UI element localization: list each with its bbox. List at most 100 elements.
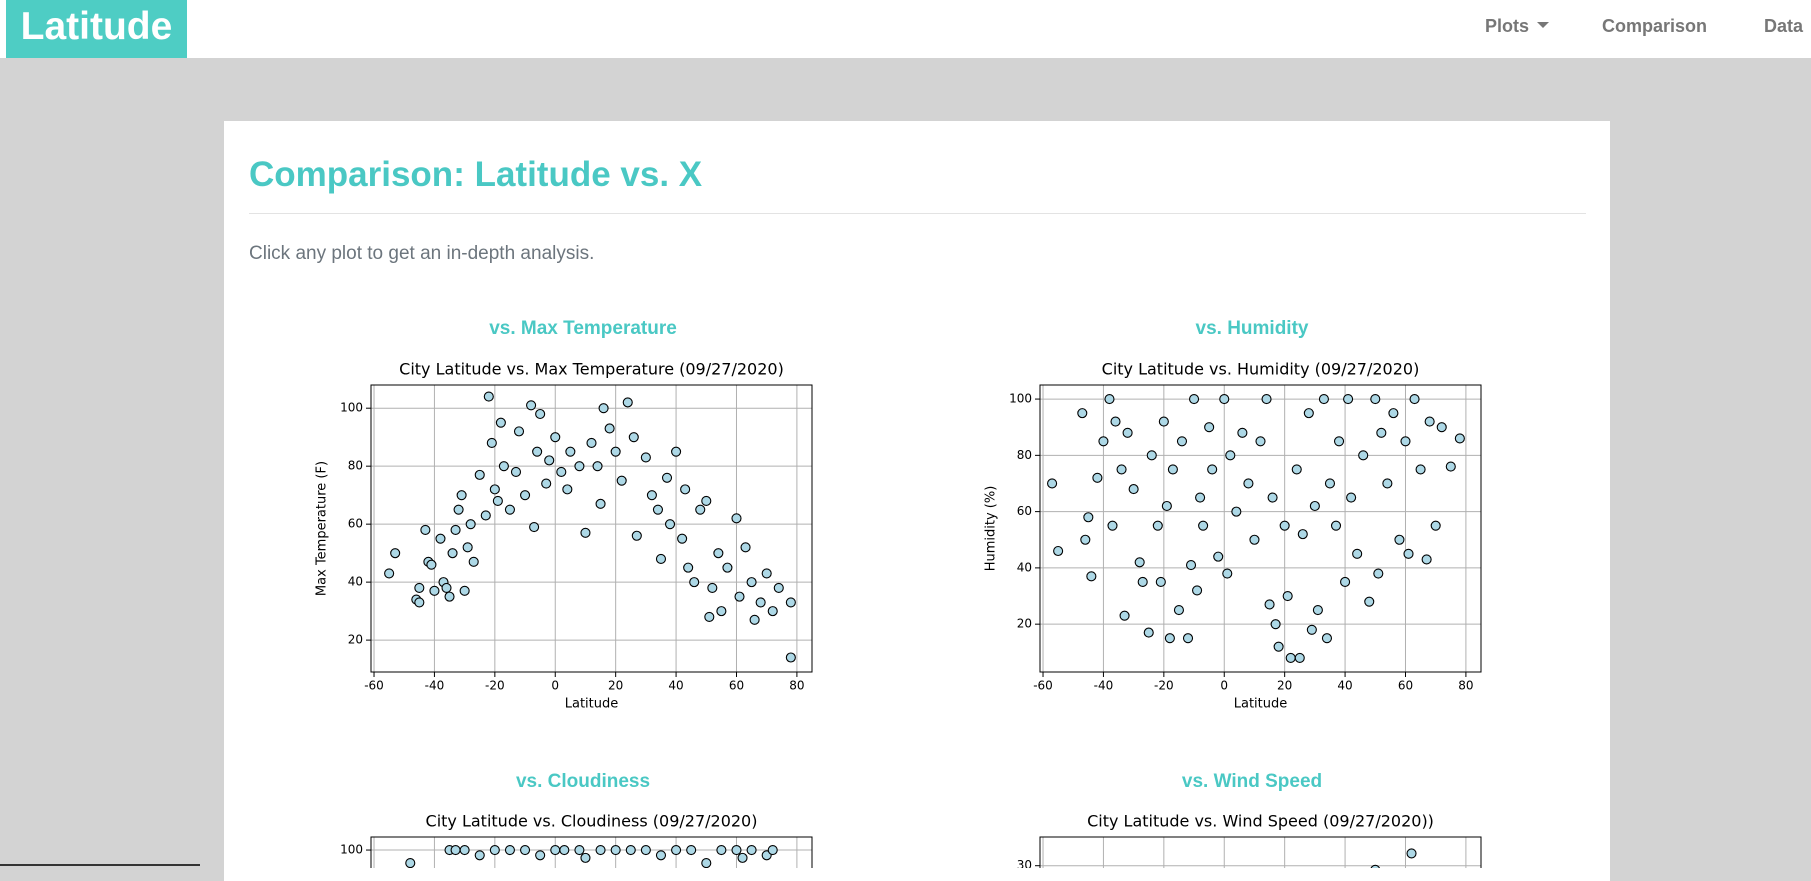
point — [450, 844, 461, 856]
nav-link[interactable]: Plots — [1485, 16, 1530, 36]
plot-heading: vs. Humidity — [1195, 318, 1309, 339]
nav-dropdown[interactable]: Plots — [1485, 16, 1550, 37]
nav-link[interactable]: Comparison — [1602, 16, 1708, 36]
point — [441, 582, 452, 593]
chart[interactable]: City Latitude vs. Humidity (09/27/2020) -… — [984, 360, 1482, 712]
point — [1340, 576, 1351, 588]
point — [453, 504, 464, 515]
point — [610, 446, 621, 457]
chart[interactable]: City Latitude vs. Max Temperature (09/27… — [315, 360, 813, 712]
navbar: Latitude Plots Comparison Data — [0, 0, 1811, 58]
nav-link[interactable]: Data — [1764, 16, 1804, 36]
x-tick-label: 80 — [789, 679, 804, 693]
point — [622, 397, 633, 408]
point — [701, 495, 712, 507]
point — [604, 423, 615, 434]
point — [1376, 427, 1387, 438]
brand[interactable]: Latitude — [6, 0, 187, 58]
point — [655, 850, 667, 861]
point — [1330, 520, 1342, 531]
y-tick-label: 80 — [348, 459, 363, 473]
point — [1424, 416, 1435, 427]
point — [628, 432, 639, 443]
x-axis-label: Latitude — [565, 697, 619, 712]
point — [468, 556, 479, 567]
point — [598, 403, 609, 414]
point — [1352, 548, 1363, 559]
chart[interactable]: City Latitude vs. Wind Speed (09/27/2020… — [1017, 812, 1482, 869]
y-tick-label: 60 — [348, 517, 363, 531]
point — [1192, 585, 1203, 596]
point — [1158, 416, 1169, 427]
point — [1312, 605, 1323, 616]
point — [465, 519, 476, 530]
point — [504, 504, 515, 515]
point — [722, 562, 733, 573]
point — [1173, 605, 1184, 616]
y-tick-label: 20 — [1017, 617, 1032, 631]
point — [1318, 394, 1329, 405]
point — [1306, 624, 1317, 635]
point — [646, 490, 657, 501]
point — [1198, 520, 1209, 531]
point — [689, 577, 700, 588]
point — [519, 844, 531, 856]
point — [1167, 464, 1178, 475]
point — [686, 844, 697, 856]
x-tick-label: -60 — [364, 679, 384, 693]
plot-frame — [1039, 836, 1482, 868]
point — [1261, 394, 1272, 405]
point — [474, 850, 485, 861]
point — [1047, 478, 1058, 489]
point — [1403, 548, 1414, 559]
scrollbar — [0, 864, 200, 866]
chart[interactable]: City Latitude vs. Cloudiness (09/27/2020… — [340, 812, 813, 869]
x-tick-label: 60 — [1398, 679, 1413, 693]
point — [1303, 408, 1314, 419]
point — [1231, 506, 1242, 517]
x-tick-label: 60 — [729, 679, 744, 693]
y-tick-label: 30 — [1017, 858, 1032, 868]
point — [767, 844, 778, 856]
point — [1161, 500, 1172, 512]
point — [480, 510, 491, 521]
point — [489, 844, 500, 856]
point — [731, 513, 742, 524]
x-tick-label: 40 — [1337, 679, 1352, 693]
point — [749, 614, 760, 625]
point — [1249, 534, 1260, 545]
point — [625, 844, 636, 856]
point — [550, 432, 561, 443]
point — [450, 524, 461, 535]
point — [680, 484, 691, 495]
plot-area — [1040, 385, 1481, 672]
y-tick-label: 100 — [340, 401, 363, 415]
point — [529, 522, 540, 533]
point — [1137, 576, 1148, 588]
point — [1083, 512, 1094, 523]
point — [767, 606, 778, 617]
point — [616, 475, 627, 486]
point — [1264, 599, 1275, 610]
point — [707, 582, 718, 593]
point — [785, 597, 796, 608]
point — [1119, 610, 1130, 621]
point — [1409, 394, 1420, 405]
point — [1321, 633, 1333, 644]
point — [1309, 500, 1320, 512]
point — [1155, 576, 1166, 588]
plot-heading: vs. Max Temperature — [489, 318, 677, 339]
point — [761, 568, 772, 579]
intro-text: Click any plot to get an in-depth analys… — [249, 243, 595, 264]
point — [640, 844, 651, 856]
point — [429, 585, 440, 596]
point — [1207, 464, 1218, 475]
point — [1297, 529, 1308, 540]
point — [1128, 484, 1139, 495]
y-tick-label: 60 — [1017, 504, 1032, 518]
x-axis-label: Latitude — [1234, 697, 1288, 712]
point — [671, 446, 682, 457]
y-axis-label: Humidity (%) — [984, 486, 999, 572]
